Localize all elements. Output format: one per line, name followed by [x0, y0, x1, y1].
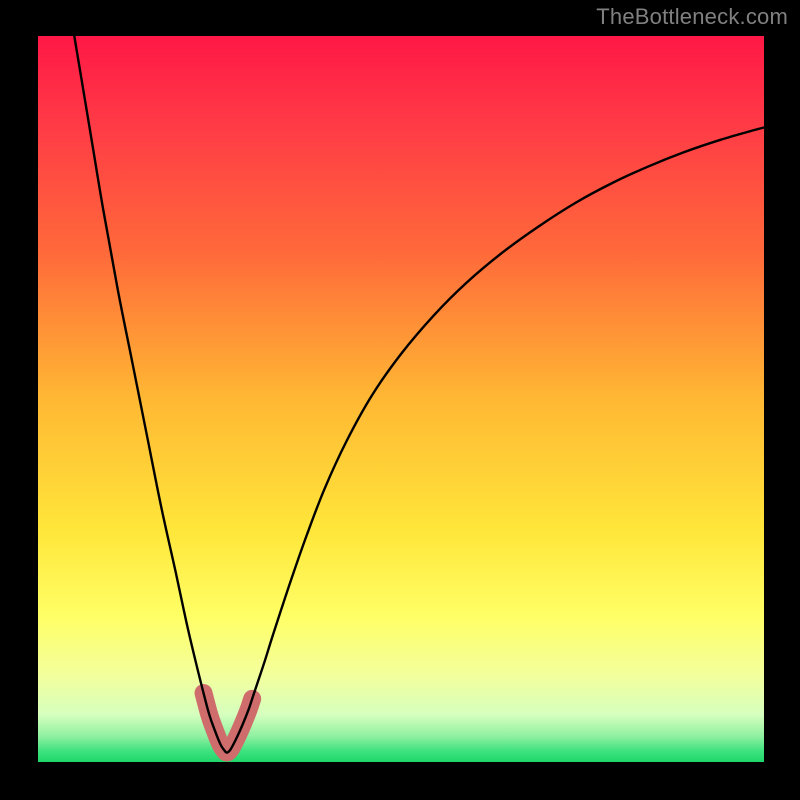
chart-stage: TheBottleneck.com: [0, 0, 800, 800]
watermark-text: TheBottleneck.com: [596, 4, 788, 30]
chart-svg: [0, 0, 800, 800]
gradient-panel: [38, 36, 764, 762]
